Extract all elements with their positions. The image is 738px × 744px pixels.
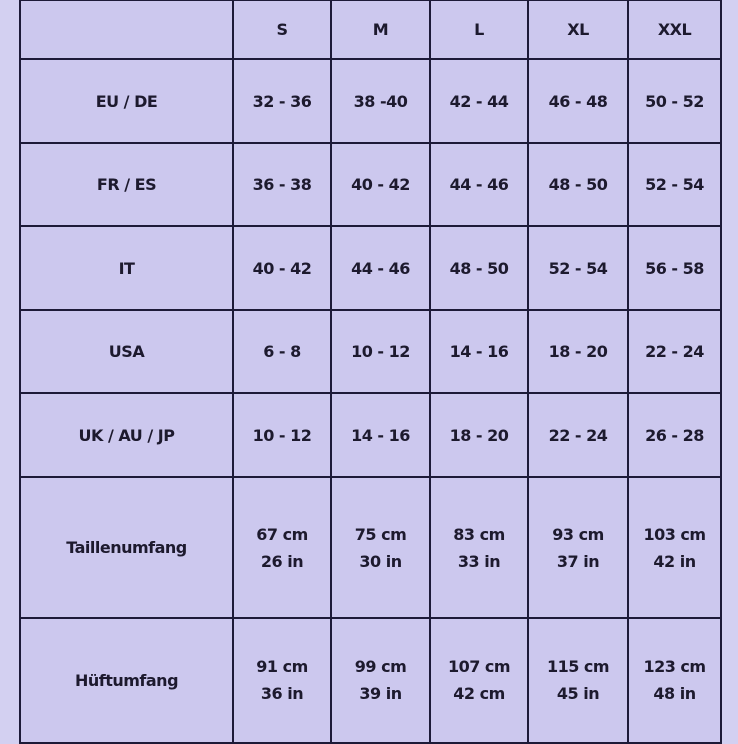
size-value: 48 - 50	[429, 225, 529, 311]
measure-row: Taillenumfang 67 cm 26 in 75 cm 30 in 83 cm 33…	[19, 476, 722, 619]
size-value: 18 - 20	[429, 392, 529, 478]
measure-row: Hüftumfang 91 cm 36 in 99 cm 39 in 107 cm 42 c…	[19, 617, 722, 744]
value-cm: 67 cm	[256, 524, 308, 544]
measure-label: Hüftumfang	[19, 617, 234, 744]
size-value: 42 - 44	[429, 58, 529, 144]
size-value: 46 - 48	[527, 58, 629, 144]
value-cm: 107 cm	[447, 657, 511, 676]
measure-value: 93 cm 37 in	[527, 476, 629, 619]
value-cm: 103 cm	[643, 524, 706, 544]
size-value: 32 - 36	[232, 58, 332, 144]
value-in: 37 in	[556, 551, 600, 571]
table-row: IT 40 - 42 44 - 46 48 - 50 52 - 54 56 - 58	[19, 225, 722, 311]
value-in: 26 in	[260, 551, 304, 571]
size-value: 48 - 50	[527, 142, 629, 227]
value-in: 36 in	[260, 684, 304, 703]
size-value: 10 - 12	[232, 392, 332, 478]
measure-label: Taillenumfang	[19, 476, 234, 619]
value-in: 48 in	[653, 684, 696, 703]
measure-value: 91 cm 36 in	[232, 617, 332, 744]
size-value: 44 - 46	[330, 225, 431, 311]
size-value: 22 - 24	[527, 392, 629, 478]
measure-value: 99 cm 39 in	[330, 617, 431, 744]
size-value: 52 - 54	[627, 142, 722, 227]
row-label: IT	[19, 225, 234, 311]
value-cm: 91 cm	[256, 657, 308, 676]
size-value: 22 - 24	[627, 309, 722, 394]
value-cm: 115 cm	[546, 657, 610, 676]
size-header-l: L	[429, 0, 529, 60]
size-value: 56 - 58	[627, 225, 722, 311]
row-label: USA	[19, 309, 234, 394]
value-in: 42 in	[653, 551, 696, 571]
size-header-m: M	[330, 0, 431, 60]
value-in: 33 in	[457, 551, 501, 571]
measure-value: 83 cm 33 in	[429, 476, 529, 619]
size-value: 38 -40	[330, 58, 431, 144]
size-value: 40 - 42	[330, 142, 431, 227]
row-label: FR / ES	[19, 142, 234, 227]
value-cm: 93 cm	[552, 524, 604, 544]
size-value: 14 - 16	[429, 309, 529, 394]
measure-value: 67 cm 26 in	[232, 476, 332, 619]
measure-value: 107 cm 42 cm	[429, 617, 529, 744]
size-value: 10 - 12	[330, 309, 431, 394]
size-chart-table: S M L XL XXL EU / DE 32 - 36 38 -40 42 - 44 46 - …	[19, 0, 722, 744]
row-label: EU / DE	[19, 58, 234, 144]
table-row: USA 6 - 8 10 - 12 14 - 16 18 - 20 22 - 24	[19, 309, 722, 394]
value-cm: 99 cm	[354, 657, 407, 676]
size-value: 44 - 46	[429, 142, 529, 227]
size-value: 40 - 42	[232, 225, 332, 311]
measure-value: 123 cm 48 in	[627, 617, 722, 744]
measure-value: 75 cm 30 in	[330, 476, 431, 619]
value-in: 30 in	[359, 551, 402, 571]
size-value: 26 - 28	[627, 392, 722, 478]
size-header-s: S	[232, 0, 332, 60]
measure-value: 115 cm 45 in	[527, 617, 629, 744]
table-row: UK / AU / JP 10 - 12 14 - 16 18 - 20 22 - 24…	[19, 392, 722, 478]
value-cm: 75 cm	[354, 524, 407, 544]
value-in: 39 in	[359, 684, 402, 703]
table-row: EU / DE 32 - 36 38 -40 42 - 44 46 - 48 50 - 5…	[19, 58, 722, 144]
value-in: 42 cm	[453, 684, 505, 703]
size-value: 6 - 8	[232, 309, 332, 394]
size-value: 52 - 54	[527, 225, 629, 311]
value-in: 45 in	[556, 684, 600, 703]
value-cm: 83 cm	[453, 524, 505, 544]
header-row: S M L XL XXL	[19, 0, 722, 60]
size-header-xl: XL	[527, 0, 629, 60]
size-header-xxl: XXL	[627, 0, 722, 60]
corner-cell	[19, 0, 234, 60]
size-value: 36 - 38	[232, 142, 332, 227]
size-value: 14 - 16	[330, 392, 431, 478]
value-cm: 123 cm	[643, 657, 706, 676]
measure-value: 103 cm 42 in	[627, 476, 722, 619]
table-row: FR / ES 36 - 38 40 - 42 44 - 46 48 - 50 52 - …	[19, 142, 722, 227]
size-value: 50 - 52	[627, 58, 722, 144]
size-value: 18 - 20	[527, 309, 629, 394]
row-label: UK / AU / JP	[19, 392, 234, 478]
